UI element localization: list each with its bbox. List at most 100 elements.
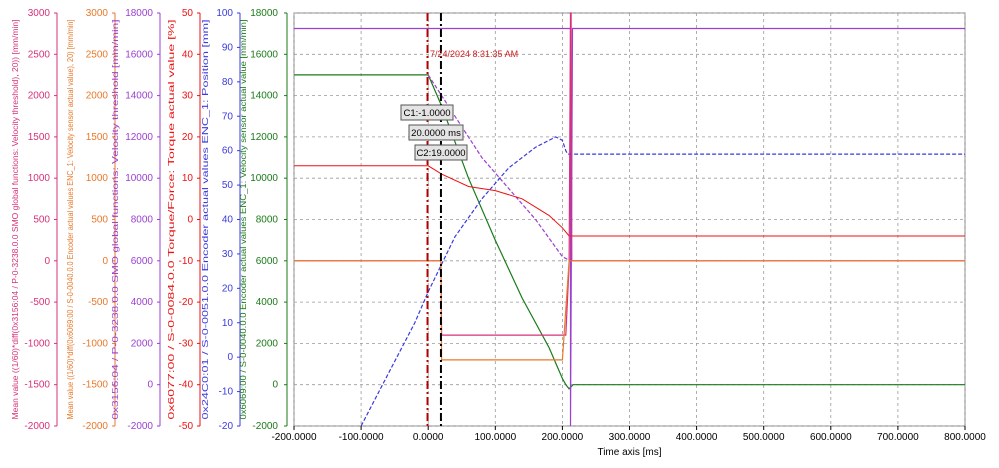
y-tick-label-red: 40 [182, 49, 194, 60]
y-tick-label-blue: 40 [222, 215, 234, 226]
y-tick-label-green: 10000 [250, 173, 278, 184]
y-tick-label-red: 0 [187, 215, 193, 226]
y-tick-label-orange: -1000 [82, 338, 108, 349]
y-tick-label-red: -30 [179, 338, 194, 349]
y-tick-label-pink: 2000 [28, 91, 51, 102]
y-tick-label-pink: -500 [30, 297, 50, 308]
y-tick-label-green: 6000 [256, 256, 279, 267]
x-tick-label: 200.0000 [542, 432, 584, 443]
y-tick-label-pink: 500 [33, 215, 50, 226]
x-tick-label: -100.0000 [339, 432, 384, 443]
y-tick-label-purple: 6000 [131, 256, 154, 267]
y-tick-label-orange: 0 [102, 256, 108, 267]
x-tick-label: 400.0000 [676, 432, 718, 443]
y-tick-label-orange: 3000 [86, 8, 109, 19]
x-tick-label: 300.0000 [609, 432, 651, 443]
y-tick-label-green: -2000 [252, 421, 278, 432]
y-tick-label-green: 12000 [250, 132, 278, 143]
y-tick-label-red: 20 [182, 132, 194, 143]
x-axis-title: Time axis [ms] [597, 447, 661, 458]
y-tick-label-purple: 2000 [131, 338, 154, 349]
y-tick-label-purple: 4000 [131, 297, 154, 308]
y-tick-label-blue: 0 [227, 352, 233, 363]
x-tick-label: 500.0000 [743, 432, 785, 443]
x-tick-label: 100.0000 [474, 432, 516, 443]
x-tick-label: 700.0000 [877, 432, 919, 443]
y-tick-label-pink: 1000 [28, 173, 51, 184]
series-line-purple-2 [427, 74, 571, 262]
y-tick-label-purple: 18000 [125, 8, 153, 19]
y-tick-label-red: -10 [179, 256, 194, 267]
y-tick-label-blue: 90 [222, 42, 234, 53]
y-tick-label-purple: 14000 [125, 91, 153, 102]
y-axis-title-orange: Mean value ((1/60)*diff(0x6069:00 / S-0-… [65, 20, 75, 420]
y-tick-label-pink: 1500 [28, 132, 51, 143]
x-axis-group: -200.0000 -100.0000 0.0000 100.0000 200.0000… [271, 426, 986, 458]
y-axis-title-blue: 0x24C0:01 / S-0-0051.0.0 Encoder actual … [200, 20, 210, 420]
y-tick-label-red: 30 [182, 91, 194, 102]
c2-label-box [414, 144, 468, 161]
y-tick-label-green: 2000 [256, 338, 279, 349]
y-tick-label-purple: 10000 [125, 173, 153, 184]
y-tick-label-blue: 50 [222, 180, 234, 191]
delta-label-text: 20.0000 ms [411, 128, 461, 139]
y-tick-label-orange: 2000 [86, 91, 109, 102]
series-line-green-0 [294, 74, 965, 390]
y-tick-label-blue: -10 [219, 387, 234, 398]
y-tick-label-red: -50 [179, 421, 194, 432]
y-tick-label-purple: 0 [147, 380, 153, 391]
y-axis-title-purple: 0x3156:04 / P-0-3238.0.0 SMO global func… [110, 20, 120, 420]
y-tick-label-purple: 16000 [125, 49, 153, 60]
y-tick-label-pink: 0 [44, 256, 50, 267]
y-tick-label-green: 8000 [256, 215, 279, 226]
x-tick-label: 800.0000 [944, 432, 986, 443]
cursor-group[interactable]: 7/24/2024 8:31:35 AM C1:-1.0000 20.0000 ms… [400, 13, 518, 426]
c1-label-box [400, 104, 454, 121]
y-tick-label-pink: 2500 [28, 49, 51, 60]
y-tick-label-pink: -1000 [24, 338, 50, 349]
series-line-blue-3 [360, 136, 965, 427]
y-tick-label-blue: 100 [216, 8, 233, 19]
y-tick-label-orange: 1000 [86, 173, 109, 184]
y-tick-label-blue: 10 [222, 318, 234, 329]
y-tick-label-blue: 80 [222, 77, 234, 88]
y-tick-label-green: 14000 [250, 91, 278, 102]
y-tick-label-blue: 70 [222, 111, 234, 122]
y-tick-label-green: 18000 [250, 8, 278, 19]
y-axis-title-pink: Mean value ((1/60)*diff(0x3156:04 / P-0-… [10, 20, 20, 420]
y-tick-label-orange: -2000 [82, 421, 108, 432]
y-tick-label-orange: -1500 [82, 380, 108, 391]
timestamp-label: 7/24/2024 8:31:35 AM [430, 49, 518, 59]
y-tick-label-green: 4000 [256, 297, 279, 308]
y-tick-label-blue: 30 [222, 249, 234, 260]
c2-label-text: C2:19.0000 [416, 148, 465, 159]
series-line-red-4 [294, 165, 965, 237]
y-tick-label-red: 50 [182, 8, 194, 19]
y-tick-label-orange: 1500 [86, 132, 109, 143]
x-tick-label: -200.0000 [271, 432, 316, 443]
y-tick-label-pink: 3000 [28, 8, 51, 19]
series-line-purple-1 [294, 27, 965, 427]
y-tick-label-pink: -2000 [24, 421, 50, 432]
delta-label-box [408, 124, 464, 141]
y-axes-group: -2000-1500-1000-500050010001500200025003… [10, 8, 288, 432]
y-tick-label-orange: -500 [88, 297, 108, 308]
y-tick-label-pink: -1500 [24, 380, 50, 391]
c1-label-text: C1:-1.0000 [403, 108, 450, 119]
y-tick-label-blue: -20 [219, 421, 234, 432]
y-tick-label-orange: 2500 [86, 49, 109, 60]
y-tick-label-red: -40 [179, 380, 194, 391]
y-tick-label-orange: 500 [91, 215, 108, 226]
y-axis-title-red: 0x6077:00 / S-0-0084.0.0 Torque/Force: T… [166, 20, 176, 420]
y-tick-label-blue: 20 [222, 283, 234, 294]
y-tick-label-purple: 12000 [125, 132, 153, 143]
y-axis-title-green: 0x6069:00 / S-0-0040.0.0 Encoder actual … [238, 20, 248, 420]
y-tick-label-red: -20 [179, 297, 194, 308]
y-tick-label-purple: 8000 [131, 215, 154, 226]
y-tick-label-purple: -2000 [127, 421, 153, 432]
y-tick-label-blue: 60 [222, 146, 234, 157]
y-tick-label-red: 10 [182, 173, 194, 184]
